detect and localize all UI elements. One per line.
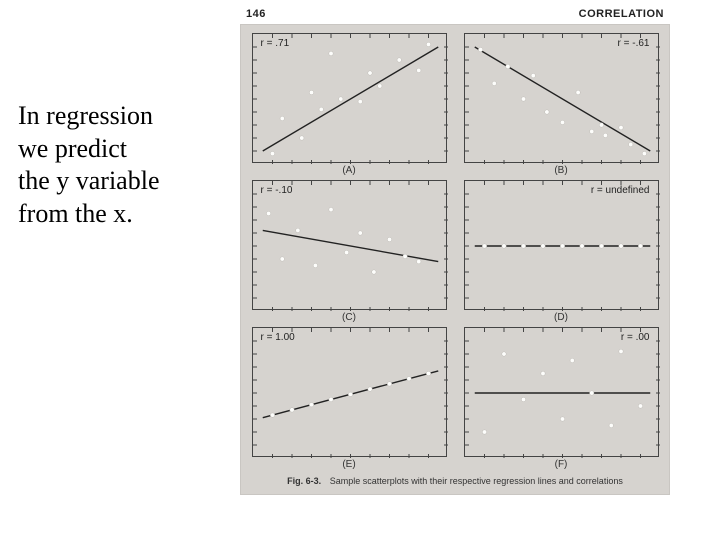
scatter-svg-A [253, 34, 448, 164]
figure-container: 146 CORRELATION r = .71(A)r = -.61(B)r =… [240, 8, 670, 495]
scatter-panel-A: r = .71 [252, 33, 447, 163]
text-line-3: the y variable [18, 165, 160, 198]
explanatory-text: In regression we predict the y variable … [18, 100, 160, 230]
panel-caption-E: (E) [342, 459, 355, 470]
page-header: 146 CORRELATION [240, 8, 670, 24]
panel-grid: r = .71 (A) r = -.61 (B) r = -.10 (C) r = unde… [247, 33, 663, 470]
scatter-svg-D [465, 181, 660, 311]
section-title: CORRELATION [579, 8, 664, 20]
scatter-panel-F: r = .00 [464, 327, 659, 457]
panel-A: r = .71 (A) [247, 33, 451, 176]
figure-number: Fig. 6-3. [287, 476, 321, 486]
scanned-figure: r = .71 (A) r = -.61 (B) r = -.10 (C) r = unde… [240, 24, 670, 495]
panel-F: r = .00 (F) [459, 327, 663, 470]
scatter-svg-F [465, 328, 660, 458]
text-line-2: we predict [18, 133, 160, 166]
scatter-svg-C [253, 181, 448, 311]
panel-E: r = 1.00 (E) [247, 327, 451, 470]
scatter-svg-E [253, 328, 448, 458]
scatter-panel-E: r = 1.00 [252, 327, 447, 457]
panel-caption-B: (B) [554, 165, 567, 176]
figure-caption: Fig. 6-3. Sample scatterplots with their… [247, 476, 663, 488]
panel-D: r = undefined (D) [459, 180, 663, 323]
panel-caption-F: (F) [555, 459, 568, 470]
panel-C: r = -.10 (C) [247, 180, 451, 323]
text-line-1: In regression [18, 100, 160, 133]
scatter-panel-C: r = -.10 [252, 180, 447, 310]
panel-caption-A: (A) [342, 165, 355, 176]
figure-caption-text: Sample scatterplots with their respectiv… [330, 476, 623, 486]
text-line-4: from the x. [18, 198, 160, 231]
scatter-panel-B: r = -.61 [464, 33, 659, 163]
panel-caption-C: (C) [342, 312, 356, 323]
panel-caption-D: (D) [554, 312, 568, 323]
page-number: 146 [246, 8, 266, 20]
scatter-svg-B [465, 34, 660, 164]
scatter-panel-D: r = undefined [464, 180, 659, 310]
panel-B: r = -.61 (B) [459, 33, 663, 176]
